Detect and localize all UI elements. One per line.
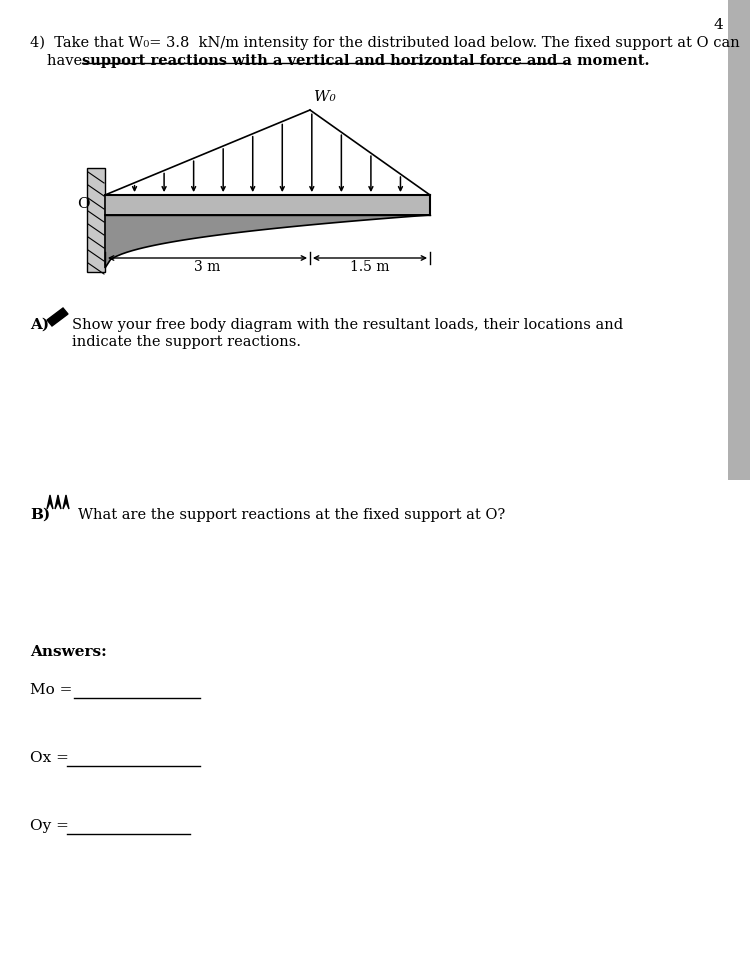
Text: B): B) <box>30 508 50 522</box>
Text: Ox =: Ox = <box>30 751 69 765</box>
Text: O: O <box>76 197 89 211</box>
Text: 4)  Take that W₀= 3.8  kN/m intensity for the distributed load below. The fixed : 4) Take that W₀= 3.8 kN/m intensity for … <box>30 36 740 51</box>
Polygon shape <box>63 495 69 509</box>
Text: indicate the support reactions.: indicate the support reactions. <box>72 335 301 349</box>
Polygon shape <box>105 195 430 215</box>
Text: Mo =: Mo = <box>30 683 72 697</box>
Text: W₀: W₀ <box>314 90 336 104</box>
Text: 1.5 m: 1.5 m <box>350 260 390 274</box>
Text: Oy =: Oy = <box>30 819 69 833</box>
Text: 4: 4 <box>713 18 723 32</box>
Text: Show your free body diagram with the resultant loads, their locations and: Show your free body diagram with the res… <box>72 318 623 332</box>
Text: have: have <box>47 54 87 68</box>
Text: What are the support reactions at the fixed support at O?: What are the support reactions at the fi… <box>78 508 506 522</box>
Text: support reactions with a vertical and horizontal force and a moment.: support reactions with a vertical and ho… <box>82 54 650 68</box>
Polygon shape <box>87 168 105 272</box>
Text: Answers:: Answers: <box>30 645 106 659</box>
Polygon shape <box>47 308 68 326</box>
Polygon shape <box>47 495 53 509</box>
Bar <box>728 0 750 480</box>
Polygon shape <box>105 215 430 268</box>
Text: A): A) <box>30 318 50 332</box>
Text: 3 m: 3 m <box>194 260 220 274</box>
Polygon shape <box>55 495 61 509</box>
